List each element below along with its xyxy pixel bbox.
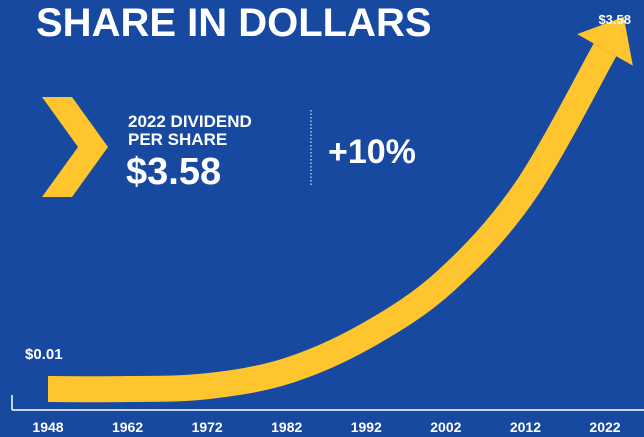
x-tick-label: 2002	[430, 419, 461, 435]
chevron	[42, 97, 108, 197]
arrow-head	[577, 16, 633, 66]
data-label: $0.01	[25, 346, 63, 363]
x-tick-label: 1972	[192, 419, 223, 435]
x-tick-label: 1982	[271, 419, 302, 435]
chart-title: SHARE IN DOLLARS	[36, 1, 432, 45]
callout-change: +10%	[328, 133, 416, 171]
data-label: $3.58	[598, 12, 631, 27]
x-tick-label: 1962	[112, 419, 143, 435]
x-tick-label: 1992	[351, 419, 382, 435]
callout-label: PER SHARE	[128, 130, 227, 149]
x-tick-label: 2022	[589, 419, 620, 435]
trend-arrow	[47, 43, 617, 403]
callout-value: $3.58	[126, 151, 221, 193]
callout-label: 2022 DIVIDEND	[128, 112, 252, 131]
x-tick-label: 1948	[32, 419, 63, 435]
x-tick-label: 2012	[510, 419, 541, 435]
